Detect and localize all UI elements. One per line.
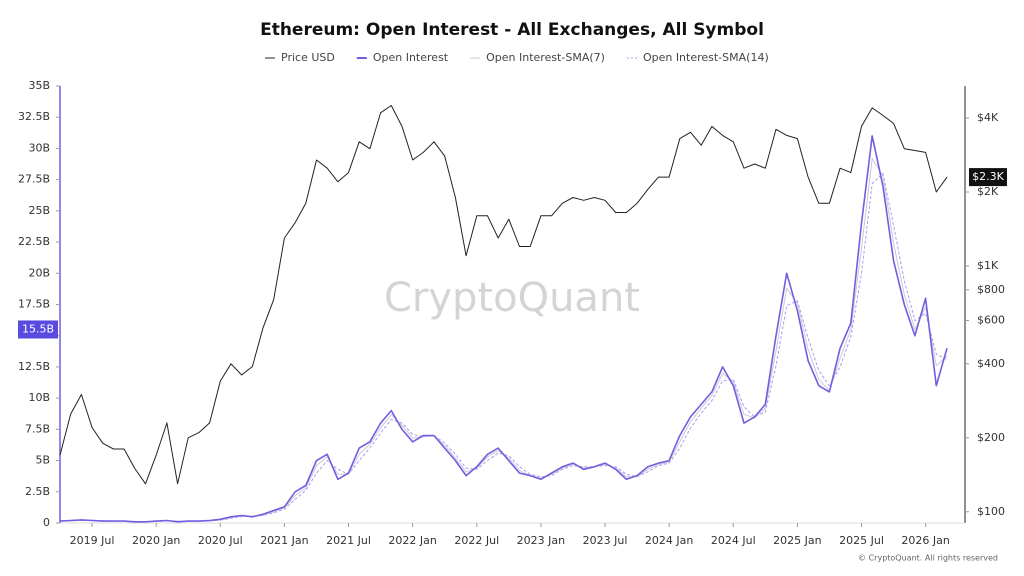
y2-tick-label: $100: [977, 505, 1005, 518]
x-tick-label: 2022 Jan: [388, 534, 436, 547]
y-marker-label: 15.5B: [22, 322, 54, 335]
y-tick-label: 12.5B: [18, 360, 50, 373]
series-line: [59, 135, 948, 523]
x-tick-label: 2024 Jul: [711, 534, 756, 547]
x-tick-label: 2026 Jan: [901, 534, 949, 547]
y-tick-label: 7.5B: [25, 422, 50, 435]
x-tick-label: 2021 Jul: [326, 534, 371, 547]
y2-tick-label: $600: [977, 314, 1005, 327]
y2-marker-box: [969, 168, 1007, 187]
legend-label: Open Interest: [373, 51, 449, 64]
x-tick-label: 2020 Jan: [132, 534, 180, 547]
y2-tick-label: $200: [977, 431, 1005, 444]
chart-title: Ethereum: Open Interest - All Exchanges,…: [260, 20, 764, 40]
legend-label: Price USD: [281, 51, 335, 64]
y-tick-label: 17.5B: [18, 298, 50, 311]
footer: © CryptoQuant. All rights reserved: [858, 554, 998, 563]
y2-tick-label: $400: [977, 357, 1005, 370]
x-tick-label: 2023 Jul: [583, 534, 628, 547]
y-tick-label: 2.5B: [25, 485, 50, 498]
x-tick-label: 2023 Jan: [517, 534, 565, 547]
series-line: [59, 172, 948, 523]
x-tick-label: 2025 Jul: [839, 534, 884, 547]
series-line: [59, 157, 948, 523]
x-tick-label: 2021 Jan: [260, 534, 308, 547]
y-tick-label: 35B: [28, 79, 50, 92]
y2-tick-label: $2K: [977, 185, 999, 198]
y-tick-label: 22.5B: [18, 235, 50, 248]
y-tick-label: 5B: [35, 454, 50, 467]
series-line: [59, 105, 948, 485]
y2-tick-label: $4K: [977, 111, 999, 124]
legend-label: Open Interest-SMA(14): [643, 51, 769, 64]
y-tick-label: 20B: [28, 266, 50, 279]
x-tick-label: 2022 Jul: [454, 534, 499, 547]
y2-marker-label: $2.3K: [972, 170, 1004, 183]
y-tick-label: 0: [43, 516, 50, 529]
x-tick-label: 2025 Jan: [773, 534, 821, 547]
watermark: CryptoQuant: [384, 275, 640, 321]
x-tick-label: 2024 Jan: [645, 534, 693, 547]
y-tick-label: 27.5B: [18, 173, 50, 186]
x-tick-label: 2020 Jul: [198, 534, 243, 547]
y-tick-label: 10B: [28, 391, 50, 404]
y-tick-label: 25B: [28, 204, 50, 217]
legend-label: Open Interest-SMA(7): [486, 51, 605, 64]
y-marker-box: [18, 320, 58, 339]
y2-tick-label: $1K: [977, 259, 999, 272]
y-tick-label: 30B: [28, 141, 50, 154]
y2-tick-label: $800: [977, 283, 1005, 296]
y-tick-label: 32.5B: [18, 110, 50, 123]
x-tick-label: 2019 Jul: [70, 534, 115, 547]
